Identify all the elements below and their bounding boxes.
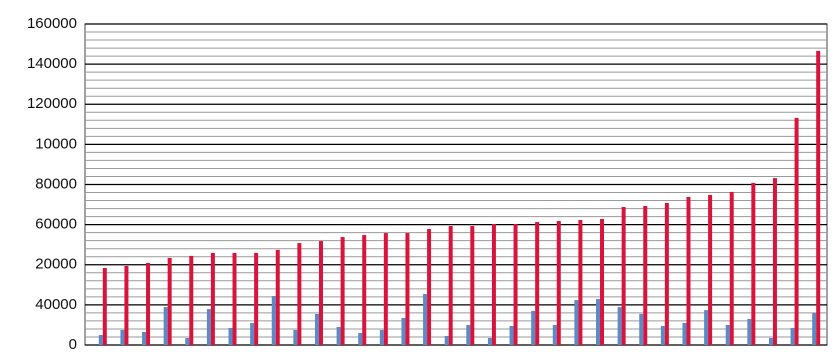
bar bbox=[146, 262, 151, 345]
bar bbox=[660, 325, 665, 345]
bar bbox=[250, 322, 255, 345]
bar bbox=[444, 335, 449, 345]
bar bbox=[487, 337, 492, 345]
bar bbox=[600, 219, 605, 345]
bar bbox=[232, 252, 237, 345]
y-tick-label: 40000 bbox=[35, 296, 77, 313]
bar bbox=[617, 307, 622, 345]
bar bbox=[383, 233, 388, 345]
bar bbox=[314, 313, 319, 345]
bar bbox=[275, 249, 280, 345]
bar bbox=[362, 235, 367, 345]
bar bbox=[163, 307, 168, 345]
bar bbox=[578, 220, 583, 345]
bar bbox=[124, 265, 129, 345]
bar bbox=[729, 191, 734, 345]
bar bbox=[686, 196, 691, 345]
bar bbox=[102, 267, 107, 345]
bar bbox=[470, 226, 475, 345]
bar bbox=[427, 229, 432, 345]
bar bbox=[98, 334, 103, 345]
bar bbox=[768, 337, 773, 345]
y-tick-label: 20000 bbox=[35, 256, 77, 273]
y-tick-label: 120000 bbox=[27, 95, 77, 112]
bar bbox=[401, 317, 406, 345]
bar bbox=[142, 331, 147, 345]
bar bbox=[725, 324, 730, 345]
bar bbox=[682, 322, 687, 345]
y-tick-label: 10000 bbox=[35, 135, 77, 152]
bar bbox=[574, 300, 579, 345]
bar bbox=[509, 325, 514, 345]
bar bbox=[747, 318, 752, 345]
bar bbox=[228, 327, 233, 345]
bar bbox=[358, 332, 363, 345]
y-tick-label: 60000 bbox=[35, 216, 77, 233]
bar bbox=[336, 326, 341, 345]
bar bbox=[340, 237, 345, 345]
bar bbox=[513, 224, 518, 345]
bar bbox=[552, 324, 557, 345]
bar bbox=[491, 224, 496, 345]
bar bbox=[751, 182, 756, 345]
bar bbox=[120, 329, 125, 345]
bar bbox=[643, 205, 648, 345]
bar bbox=[466, 324, 471, 345]
bar bbox=[206, 309, 211, 345]
bar bbox=[423, 294, 428, 345]
bar bbox=[185, 337, 190, 345]
bar bbox=[664, 202, 669, 345]
bar bbox=[790, 327, 795, 345]
y-tick-label: 0 bbox=[69, 336, 77, 353]
bar bbox=[535, 222, 540, 345]
y-tick-label: 160000 bbox=[27, 15, 77, 32]
bar bbox=[271, 296, 276, 345]
bar bbox=[254, 252, 259, 345]
bar bbox=[405, 233, 410, 345]
bar bbox=[379, 329, 384, 345]
bar bbox=[297, 243, 302, 345]
bar bbox=[639, 313, 644, 345]
bar bbox=[210, 252, 215, 345]
bar bbox=[167, 257, 172, 345]
bar bbox=[794, 117, 799, 345]
bar bbox=[318, 241, 323, 345]
bar bbox=[812, 312, 817, 345]
bar bbox=[596, 299, 601, 345]
bar bbox=[531, 310, 536, 345]
y-tick-label: 80000 bbox=[35, 175, 77, 192]
bar bbox=[189, 255, 194, 345]
bar bbox=[293, 329, 298, 345]
bar bbox=[556, 221, 561, 345]
bar bbox=[772, 178, 777, 345]
bar bbox=[708, 194, 713, 345]
bar bbox=[621, 206, 626, 345]
bar bbox=[704, 310, 709, 345]
bar bbox=[448, 226, 453, 345]
y-tick-label: 140000 bbox=[27, 55, 77, 72]
bar bbox=[816, 50, 821, 345]
